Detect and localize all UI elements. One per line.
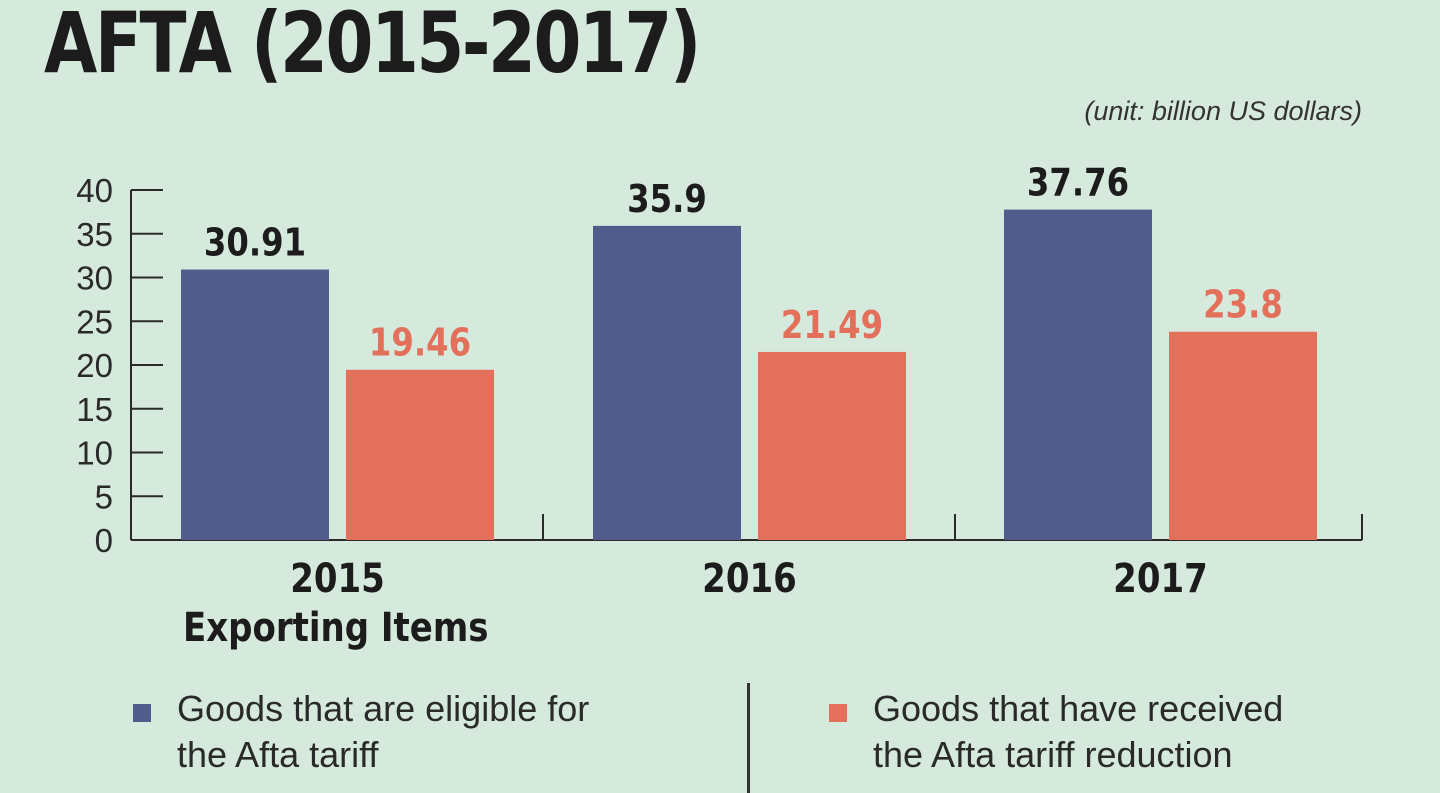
chart-subtitle: Exporting Items xyxy=(183,605,489,651)
y-tick-label: 35 xyxy=(76,216,113,253)
bar-value-label: 23.8 xyxy=(1203,283,1283,327)
bar-2016-series-2 xyxy=(758,351,906,540)
y-tick-label: 5 xyxy=(95,478,113,515)
unit-note: (unit: billion US dollars) xyxy=(1084,96,1362,126)
bar-2017-series-1 xyxy=(1004,209,1152,540)
y-tick-label: 25 xyxy=(76,303,113,340)
y-tick-label: 40 xyxy=(76,172,113,209)
y-tick-label: 0 xyxy=(95,522,113,559)
legend-label-received: Goods that have received the Afta tariff… xyxy=(873,688,1284,775)
bar-value-label: 21.49 xyxy=(781,303,883,347)
legend-divider xyxy=(747,683,750,793)
y-tick-label: 15 xyxy=(76,391,113,428)
legend-swatch-eligible xyxy=(133,704,151,722)
chart-title: AFTA (2015-2017) xyxy=(44,0,701,92)
y-tick-label: 30 xyxy=(76,260,113,297)
legend-item-received: Goods that have received the Afta tariff… xyxy=(829,686,1343,778)
bar-2016-series-1 xyxy=(593,225,741,540)
bar-chart: 0 5 10 15 20 25 30 35 40 30.91 19.46 2015 35.9 21.49 2… xyxy=(76,161,1363,602)
bar-value-label: 30.91 xyxy=(204,221,306,265)
y-tick-label: 10 xyxy=(76,435,113,472)
bar-value-label: 19.46 xyxy=(369,321,471,365)
legend-label-eligible: Goods that are eligible for the Afta tar… xyxy=(177,688,590,775)
bar-2015-series-2 xyxy=(346,369,494,540)
bar-value-label: 35.9 xyxy=(627,177,707,221)
legend-swatch-received xyxy=(829,704,847,722)
bar-2017-series-2 xyxy=(1169,331,1317,540)
x-category-label: 2016 xyxy=(702,555,797,601)
legend-item-eligible: Goods that are eligible for the Afta tar… xyxy=(133,686,647,778)
bar-value-label: 37.76 xyxy=(1027,161,1129,205)
y-tick-label: 20 xyxy=(76,347,113,384)
x-category-label: 2015 xyxy=(290,555,385,601)
bar-2015-series-1 xyxy=(181,269,329,540)
x-category-label: 2017 xyxy=(1113,555,1208,601)
